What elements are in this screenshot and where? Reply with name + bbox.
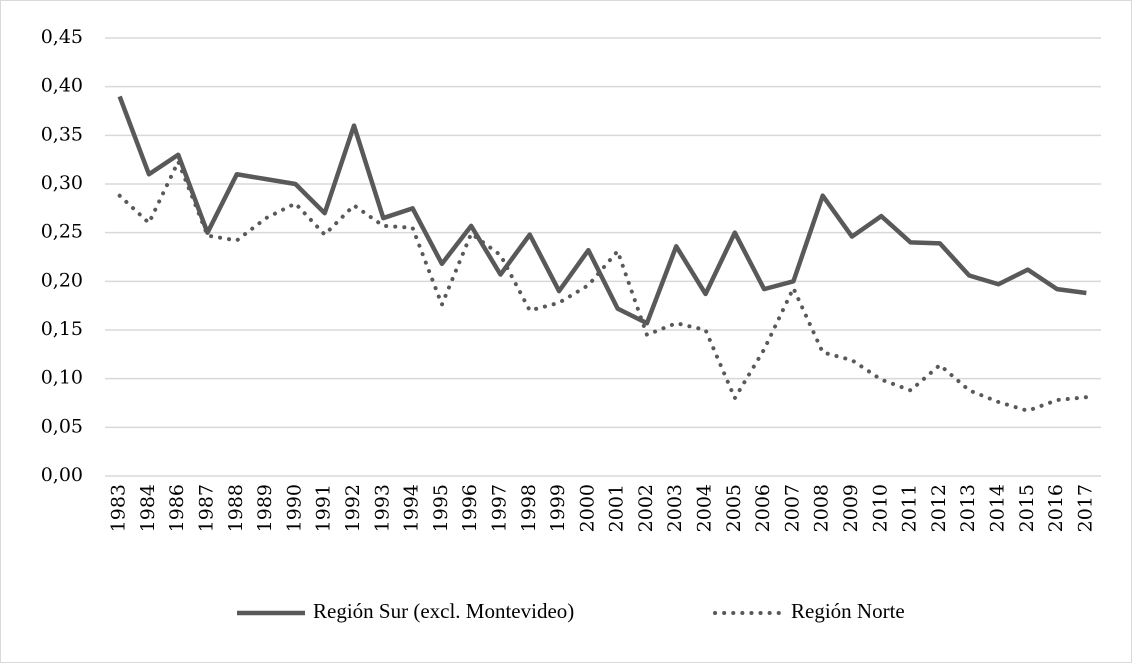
- x-tick-label: 2009: [840, 484, 862, 532]
- x-tick-label: 1997: [488, 484, 510, 532]
- y-tick-label: 0,05: [41, 415, 83, 437]
- x-tick-label: 1998: [518, 484, 540, 532]
- x-tick-label: 1987: [196, 484, 218, 532]
- x-tick-label: 1984: [137, 484, 159, 532]
- x-tick-label: 1996: [459, 484, 481, 532]
- x-tick-label: 2014: [986, 484, 1008, 532]
- y-tick-label: 0,45: [41, 26, 83, 48]
- x-tick-label: 2016: [1045, 484, 1067, 532]
- y-tick-label: 0,40: [41, 75, 83, 97]
- y-tick-label: 0,15: [41, 318, 83, 340]
- x-tick-label: 1995: [430, 484, 452, 532]
- x-tick-label: 1999: [547, 484, 569, 532]
- x-tick-label: 1991: [313, 484, 335, 532]
- x-tick-label: 1994: [401, 484, 423, 532]
- x-tick-label: 2003: [664, 484, 686, 532]
- y-tick-label: 0,20: [41, 269, 83, 291]
- series-line: [117, 156, 1089, 413]
- x-tick-label: 2017: [1074, 484, 1096, 532]
- x-tick-label: 2013: [957, 484, 979, 532]
- y-tick-label: 0,30: [41, 172, 83, 194]
- x-tick-label: 2006: [752, 484, 774, 532]
- x-tick-label: 2010: [869, 484, 891, 532]
- x-tick-label: 2000: [576, 484, 598, 532]
- y-tick-label: 0,10: [41, 367, 83, 389]
- y-tick-label: 0,00: [41, 464, 83, 486]
- x-tick-label: 1989: [254, 484, 276, 532]
- x-tick-label: 1993: [371, 484, 393, 532]
- x-tick-label: 2005: [723, 484, 745, 532]
- x-tick-label: 2015: [1016, 484, 1038, 532]
- legend-label: Región Sur (excl. Montevideo): [313, 599, 574, 623]
- x-tick-label: 2008: [811, 484, 833, 532]
- legend-label: Región Norte: [791, 599, 905, 623]
- y-tick-label: 0,25: [41, 221, 83, 243]
- x-tick-label: 1986: [166, 484, 188, 532]
- x-tick-label: 2002: [635, 484, 657, 532]
- x-tick-label: 1992: [342, 484, 364, 532]
- x-tick-label: 2001: [606, 484, 628, 532]
- x-tick-label: 2007: [781, 484, 803, 532]
- x-tick-label: 1990: [283, 484, 305, 532]
- x-tick-label: 2012: [928, 484, 950, 532]
- series-line: [117, 95, 1087, 326]
- x-tick-label: 2011: [899, 484, 921, 532]
- x-tick-label: 1983: [108, 484, 130, 532]
- y-tick-label: 0,35: [41, 123, 83, 145]
- x-tick-label: 2004: [694, 484, 716, 532]
- x-tick-label: 1988: [225, 484, 247, 532]
